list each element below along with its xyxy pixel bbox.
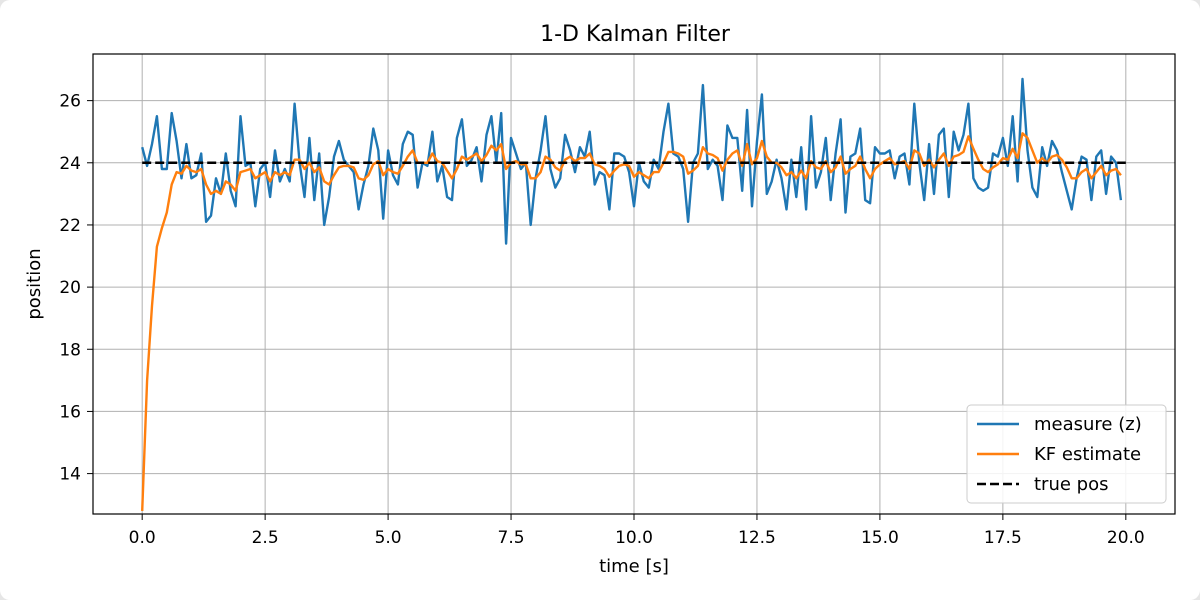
x-axis-label: time [s] (599, 556, 669, 577)
legend-label: true pos (1034, 474, 1108, 495)
series-line-1 (141, 132, 1122, 511)
x-tick-label: 7.5 (498, 528, 525, 548)
series (141, 77, 1126, 511)
x-tick-label: 0.0 (129, 528, 156, 548)
legend-label: KF estimate (1034, 444, 1141, 465)
series-line-0 (141, 77, 1123, 245)
x-tick-label: 20.0 (1107, 528, 1145, 548)
x-tick-label: 17.5 (984, 528, 1022, 548)
y-tick-label: 16 (59, 402, 81, 422)
y-tick-label: 18 (59, 340, 81, 360)
ticks: 0.0 2.5 5.0 7.5 10.0 12.5 15.0 17.5 20.0 14 16 18 20… (59, 92, 1144, 548)
y-tick-label: 26 (59, 92, 81, 112)
x-tick-label: 10.0 (615, 528, 653, 548)
x-tick-label: 5.0 (375, 528, 402, 548)
y-tick-label: 22 (59, 216, 81, 236)
x-tick-label: 15.0 (861, 528, 899, 548)
y-tick-label: 14 (59, 465, 81, 485)
x-tick-label: 12.5 (738, 528, 776, 548)
x-tick-label: 2.5 (252, 528, 279, 548)
chart-title: 1-D Kalman Filter (540, 22, 731, 47)
y-axis-label: position (24, 248, 45, 319)
y-tick-label: 20 (59, 278, 81, 298)
y-tick-label: 24 (59, 154, 81, 174)
legend-label: measure (z) (1034, 414, 1142, 435)
legend: measure (z) KF estimate true pos (966, 404, 1167, 504)
legend-box (966, 404, 1167, 504)
